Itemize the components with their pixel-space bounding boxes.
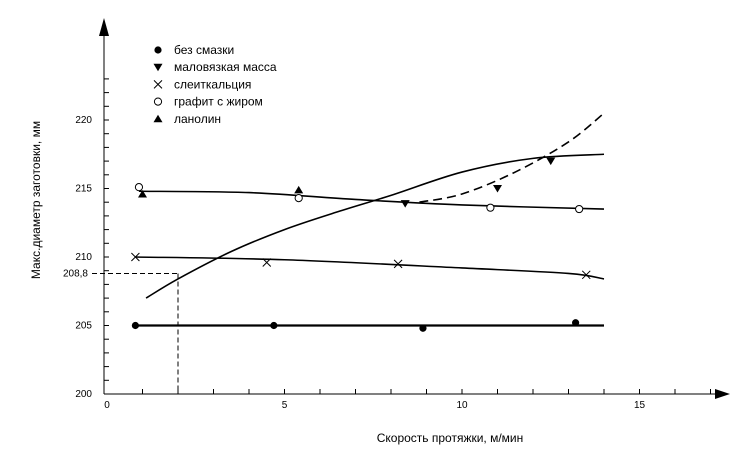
legend-marker-4 — [153, 97, 163, 106]
series-curve-2 — [419, 112, 605, 203]
x-tick-label: 15 — [634, 400, 646, 411]
y-tick-label: 220 — [75, 115, 92, 126]
axes — [99, 18, 730, 399]
legend-label-2: маловязкая масса — [174, 60, 277, 74]
x-tick-label: 0 — [104, 400, 110, 411]
series-curve-5 — [145, 153, 605, 299]
legend-label-1: без смазки — [174, 43, 234, 57]
y-axis-arrow — [99, 18, 109, 36]
series-curve-3 — [135, 256, 605, 280]
y-axis-title: Макс.диаметр заготовки, мм — [29, 121, 43, 279]
y-tick-label-extra: 208,8 — [63, 268, 88, 279]
legend-marker-2 — [153, 63, 163, 72]
legend-marker-3 — [153, 80, 163, 89]
reference-lines — [92, 272, 179, 394]
series-2-point-3 — [546, 157, 556, 166]
series-3-point-1 — [131, 252, 140, 262]
legend-marker-5 — [153, 114, 163, 123]
series-3-point-4 — [581, 270, 591, 280]
series-5-point-1 — [138, 189, 147, 198]
series-4-point-3 — [486, 203, 495, 212]
y-tick-label: 200 — [75, 389, 92, 400]
series-1-point-1 — [131, 321, 139, 330]
legend-label-3: слеиткальция — [174, 77, 251, 91]
series-1-point-4 — [572, 319, 580, 327]
x-axis-title: Скорость протяжки, м/мин — [377, 431, 524, 445]
legend: без смазки маловязкая масса слеиткальция гр… — [153, 43, 277, 126]
tick-labels: 0 5 10 15 200 205 210 215 220 208,8 — [63, 115, 646, 411]
curves — [135, 112, 605, 327]
x-tick-label: 10 — [456, 400, 468, 411]
y-tick-label: 215 — [75, 184, 92, 195]
series-3-point-2 — [262, 258, 272, 267]
series-5-point-2 — [294, 185, 304, 194]
legend-marker-1 — [154, 46, 162, 54]
y-tick-label: 210 — [75, 252, 92, 263]
legend-label-4: графит с жиром — [174, 95, 263, 109]
series-2-point-1 — [400, 200, 410, 208]
series-4-point-1 — [134, 183, 144, 192]
series-curve-4 — [138, 190, 605, 210]
series-2-point-2 — [493, 185, 502, 193]
markers — [131, 157, 591, 332]
series-3-point-3 — [393, 259, 403, 269]
series-4-point-4 — [575, 204, 584, 214]
y-tick-label: 205 — [75, 321, 92, 332]
x-axis-arrow — [715, 389, 730, 399]
x-tick-label: 5 — [282, 400, 288, 411]
series-1-point-2 — [270, 321, 278, 330]
series-4-point-2 — [294, 193, 303, 203]
series-1-point-3 — [419, 324, 427, 332]
legend-label-5: ланолин — [174, 112, 221, 126]
